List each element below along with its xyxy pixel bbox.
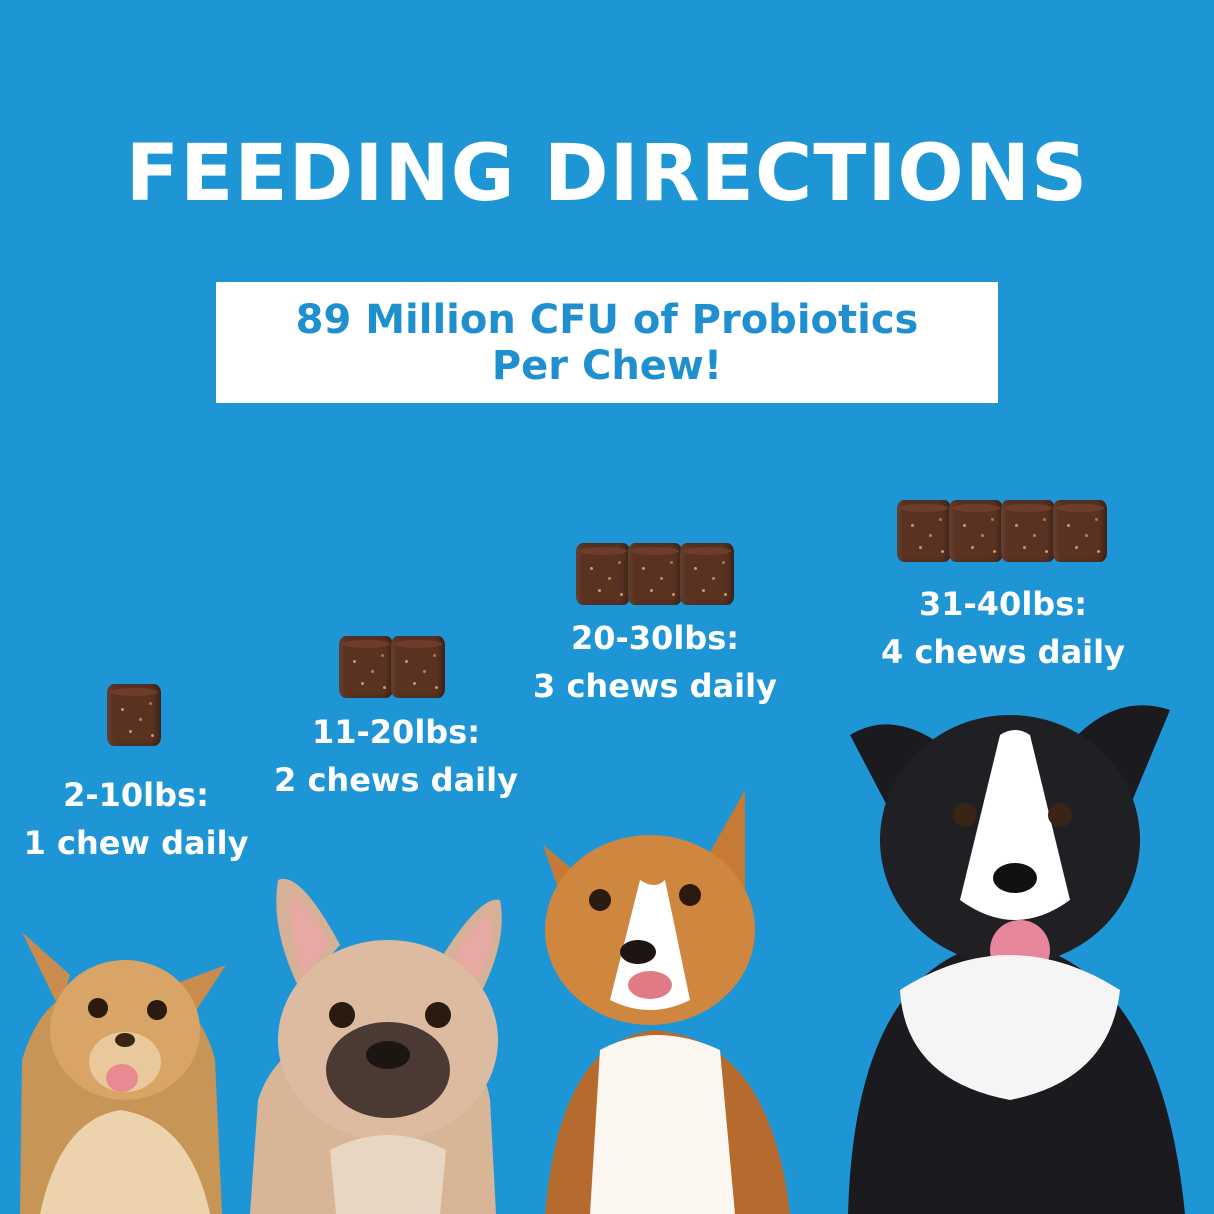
tier-weight: 20-30lbs: (570, 619, 740, 657)
chew-icon (339, 636, 393, 698)
chew-icon (1053, 500, 1107, 562)
tier-weight: 31-40lbs: (918, 585, 1088, 623)
chews-4 (897, 500, 1107, 562)
chew-icon (897, 500, 951, 562)
page-title: FEEDING DIRECTIONS (125, 129, 1089, 219)
banner-line-1: 89 Million CFU of Probiotics (295, 296, 919, 343)
tier-dose: 1 chew daily (23, 824, 249, 862)
tier-11-20lbs: 11-20lbs: 2 chews daily (266, 708, 526, 804)
chihuahua-image (20, 932, 226, 1214)
chews-3 (576, 543, 734, 605)
chew-icon (576, 543, 630, 605)
chew-icon (680, 543, 734, 605)
tier-31-40lbs: 31-40lbs: 4 chews daily (872, 580, 1134, 676)
probiotics-banner: 89 Million CFU of Probiotics Per Chew! (216, 282, 998, 403)
tier-dose: 3 chews daily (533, 667, 777, 705)
tier-weight: 11-20lbs: (311, 713, 481, 751)
banner-line-2: Per Chew! (491, 342, 723, 389)
border-collie-image (848, 705, 1185, 1214)
tier-20-30lbs: 20-30lbs: 3 chews daily (524, 614, 786, 710)
corgi-image (543, 790, 790, 1214)
tier-weight: 2-10lbs: (63, 776, 209, 814)
french-bulldog-image (250, 878, 502, 1214)
chew-icon (1001, 500, 1055, 562)
tier-2-10lbs: 2-10lbs: 1 chew daily (16, 771, 256, 867)
chews-2 (339, 636, 445, 698)
chew-icon (628, 543, 682, 605)
chew-icon (391, 636, 445, 698)
chews-1 (107, 684, 161, 746)
chew-icon (949, 500, 1003, 562)
chew-icon (107, 684, 161, 746)
tier-dose: 2 chews daily (274, 761, 518, 799)
tier-dose: 4 chews daily (881, 633, 1125, 671)
